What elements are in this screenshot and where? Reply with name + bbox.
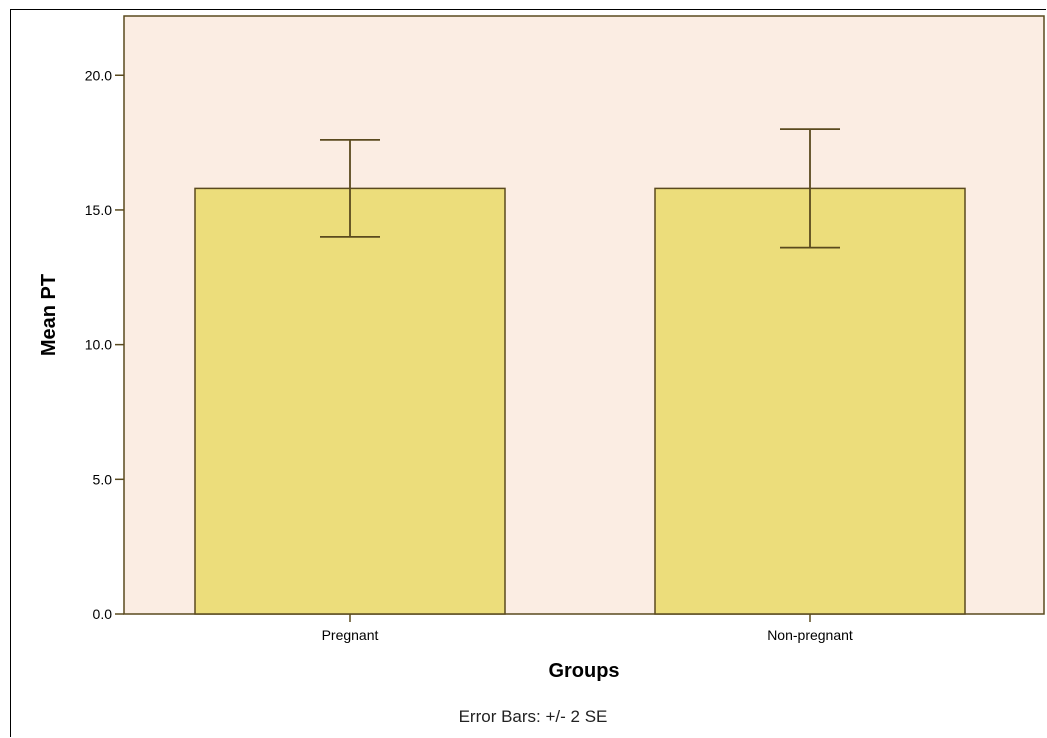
y-tick-label: 0.0 — [93, 606, 113, 622]
error-bars-footnote: Error Bars: +/- 2 SE — [459, 707, 608, 726]
x-tick-label: Non-pregnant — [767, 627, 853, 643]
y-axis: 0.0 5.0 10.0 15.0 20.0 — [85, 67, 124, 622]
bars-group — [194, 187, 966, 615]
chart-frame — [10, 9, 1046, 737]
y-tick-label: 10.0 — [85, 337, 112, 353]
bar — [194, 187, 506, 615]
x-tick-label: Pregnant — [322, 627, 379, 643]
y-tick-label: 20.0 — [85, 67, 112, 83]
error-bars-group — [320, 128, 840, 249]
y-tick-label: 15.0 — [85, 202, 112, 218]
bar — [654, 187, 966, 615]
y-tick-label: 5.0 — [93, 471, 113, 487]
y-axis-title: Mean PT — [38, 274, 60, 356]
x-axis-title: Groups — [548, 660, 619, 682]
x-axis: Pregnant Non-pregnant — [322, 614, 853, 643]
